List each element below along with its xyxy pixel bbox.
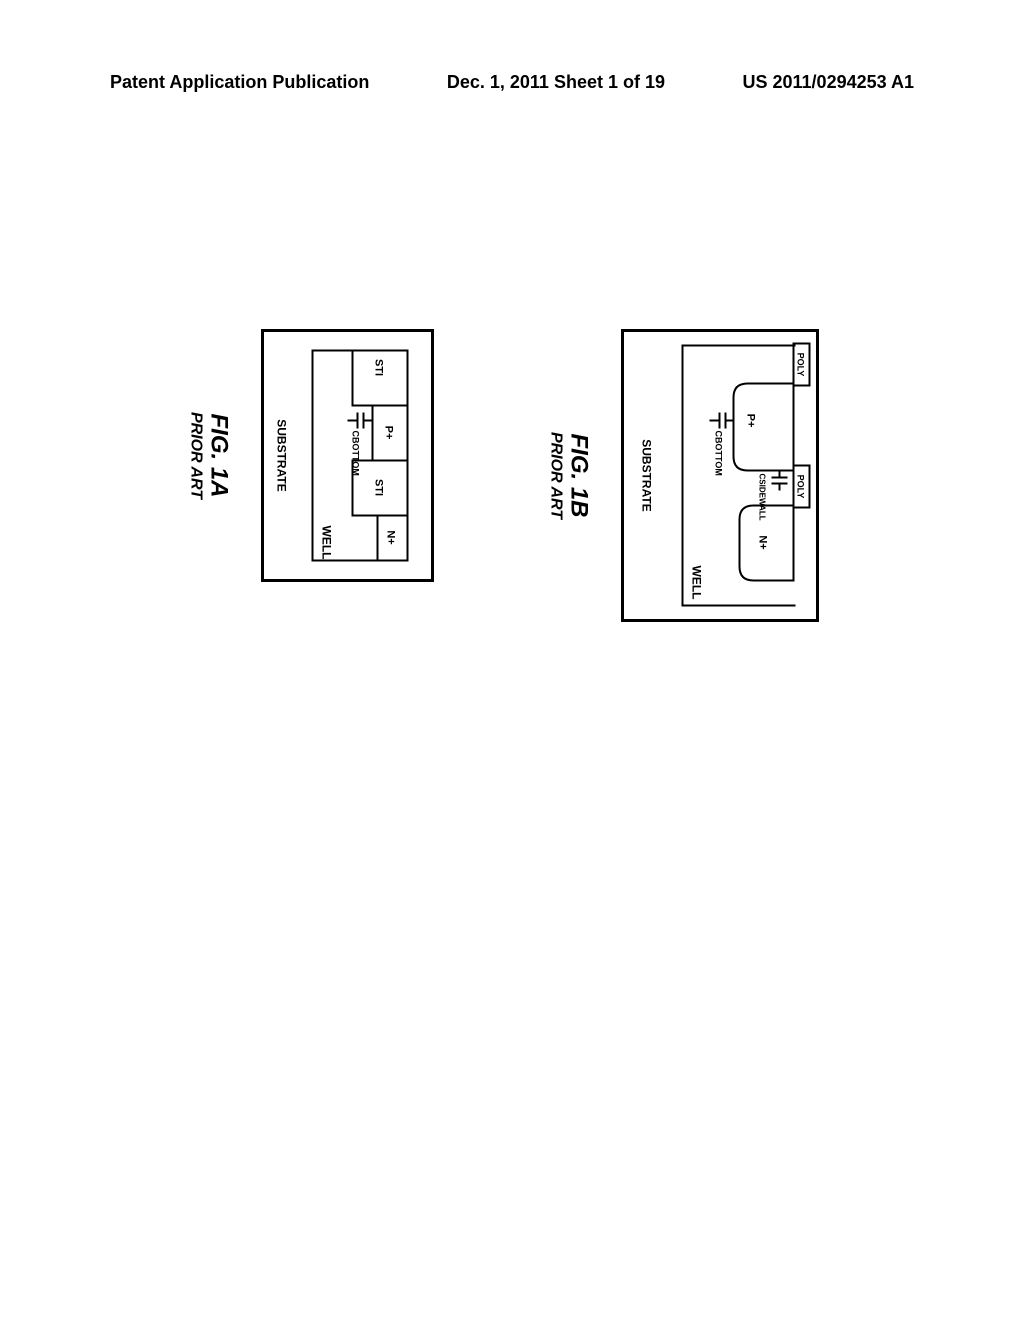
figure-1a-rotated: WELL STI P+ STI N+ CBOTTOM	[187, 326, 438, 586]
figure-1b-svg: WELL POLY POLY P+ N+ CSIDEWALL	[618, 326, 838, 626]
figure-1a-svg: WELL STI P+ STI N+ CBOTTOM	[258, 326, 438, 586]
substrate-label-b: SUBSTRATE	[640, 439, 654, 511]
nplus-label-b: N+	[757, 535, 769, 549]
pplus-label: P+	[383, 426, 395, 440]
figure-1b-rotated: WELL POLY POLY P+ N+ CSIDEWALL	[547, 326, 838, 626]
sti-left-label: STI	[373, 359, 385, 376]
fig1b-caption-wrap: FIG. 1B PRIOR ART	[547, 326, 593, 626]
pplus-region-b	[734, 384, 794, 471]
fig1b-caption-sub: PRIOR ART	[547, 326, 565, 626]
nplus-label: N+	[385, 530, 397, 544]
header-pub: Patent Application Publication	[110, 72, 369, 93]
well-label: WELL	[320, 526, 334, 560]
substrate-label: SUBSTRATE	[275, 419, 289, 491]
fig1b-caption-main: FIG. 1B	[565, 326, 593, 626]
figure-1b-block: WELL POLY POLY P+ N+ CSIDEWALL	[542, 330, 842, 621]
header-pubnum: US 2011/0294253 A1	[743, 72, 914, 93]
cbottom-label: CBOTTOM	[351, 431, 361, 476]
fig1a-caption-main: FIG. 1A	[205, 326, 233, 586]
fig1a-caption-wrap: FIG. 1A PRIOR ART	[187, 326, 233, 586]
figures-row: WELL STI P+ STI N+ CBOTTOM	[182, 330, 842, 621]
figure-1a-block: WELL STI P+ STI N+ CBOTTOM	[182, 330, 442, 621]
csidewall-label: CSIDEWALL	[758, 474, 767, 521]
page-header: Patent Application Publication Dec. 1, 2…	[0, 72, 1024, 93]
pplus-label-b: P+	[745, 414, 757, 428]
header-date-sheet: Dec. 1, 2011 Sheet 1 of 19	[447, 72, 665, 93]
fig1a-caption-sub: PRIOR ART	[187, 326, 205, 586]
well-label-b: WELL	[690, 566, 704, 600]
poly-right-label: POLY	[796, 475, 806, 499]
sti-right-label: STI	[373, 479, 385, 496]
poly-left-label: POLY	[796, 353, 806, 377]
cbottom-label-b: CBOTTOM	[714, 431, 724, 476]
